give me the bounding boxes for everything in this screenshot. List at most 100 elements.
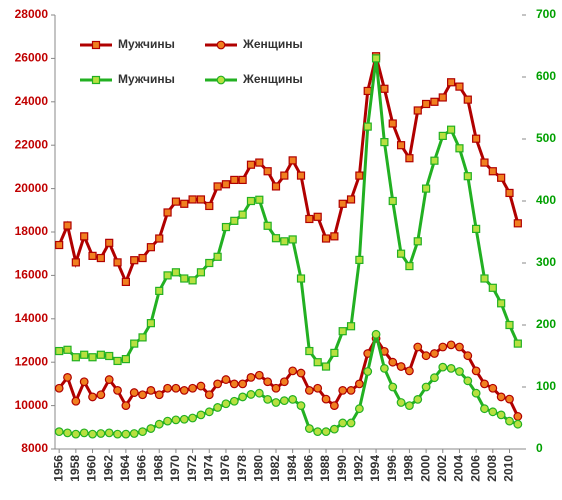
legend-marker [91, 75, 101, 85]
x-tick-label: 1988 [318, 455, 332, 482]
marker [438, 131, 447, 140]
legend-label: Мужчины [118, 72, 175, 86]
y2-tick-label: 400 [536, 193, 556, 207]
marker [321, 394, 331, 404]
marker [188, 195, 197, 204]
marker [304, 386, 314, 395]
marker [130, 256, 139, 265]
marker [105, 238, 114, 247]
marker [380, 84, 389, 93]
marker [88, 353, 97, 362]
marker [55, 346, 64, 356]
y2-tick-label: 100 [536, 379, 556, 393]
marker [155, 234, 164, 243]
marker [221, 222, 231, 232]
x-tick-label: 2002 [435, 455, 449, 482]
marker [472, 224, 481, 233]
marker [338, 386, 348, 395]
marker [321, 362, 331, 371]
marker [163, 208, 172, 217]
x-tick-label: 1994 [368, 455, 382, 482]
marker [313, 212, 322, 221]
marker [255, 158, 264, 167]
marker [238, 210, 247, 219]
marker [213, 379, 223, 389]
x-tick-label: 1980 [251, 455, 265, 482]
x-tick-label: 1968 [151, 455, 165, 482]
marker [80, 232, 89, 241]
marker [447, 78, 456, 87]
marker [313, 358, 322, 367]
marker [171, 383, 181, 393]
x-tick-label: 1966 [135, 455, 149, 482]
marker [380, 364, 389, 373]
series-line [58, 333, 519, 436]
marker [230, 175, 239, 185]
marker [255, 195, 264, 204]
marker [113, 258, 122, 267]
marker [413, 395, 423, 404]
marker [330, 348, 339, 357]
marker [513, 419, 523, 429]
x-tick-label: 1970 [168, 455, 182, 482]
marker [488, 283, 497, 292]
marker [79, 377, 89, 387]
marker [196, 268, 206, 277]
x-tick-label: 1978 [235, 455, 249, 482]
x-tick-label: 2006 [468, 455, 482, 482]
legend-marker [216, 75, 226, 85]
marker [455, 367, 464, 376]
x-tick-label: 1990 [335, 455, 349, 482]
marker [238, 379, 248, 389]
marker [180, 199, 189, 208]
marker [505, 416, 514, 426]
marker [346, 322, 356, 331]
marker [229, 379, 239, 389]
legend-label: Мужчины [118, 37, 175, 51]
marker [338, 199, 347, 208]
marker [63, 372, 72, 382]
marker [430, 373, 439, 383]
marker [405, 401, 414, 411]
marker [513, 339, 522, 348]
marker [138, 427, 147, 437]
y-tick-label: 16000 [15, 268, 49, 282]
x-tick-label: 1974 [201, 455, 215, 482]
marker [405, 366, 414, 376]
x-tick-label: 1956 [51, 455, 65, 482]
marker [413, 237, 422, 246]
marker [121, 277, 130, 287]
marker [480, 158, 489, 167]
marker [446, 340, 456, 350]
x-tick-label: 1992 [352, 455, 366, 482]
marker [96, 350, 105, 359]
x-tick-label: 1976 [218, 455, 232, 482]
marker [55, 240, 64, 250]
marker [463, 172, 472, 181]
marker [513, 412, 523, 421]
marker [480, 404, 489, 414]
marker [63, 221, 72, 230]
marker [204, 390, 214, 400]
marker [154, 390, 164, 400]
marker [405, 154, 414, 163]
marker [154, 419, 164, 429]
legend-marker [91, 40, 101, 50]
x-tick-label: 1984 [285, 455, 299, 482]
marker [496, 410, 506, 420]
x-tick-label: 1998 [402, 455, 416, 482]
marker [329, 424, 339, 434]
x-tick-label: 2004 [452, 455, 466, 482]
legend-label: Женщины [242, 72, 303, 86]
marker [138, 390, 147, 400]
y2-tick-label: 200 [536, 317, 556, 331]
marker [221, 180, 231, 189]
marker [54, 383, 64, 393]
marker [204, 407, 214, 417]
marker [71, 353, 80, 362]
y-tick-label: 18000 [15, 224, 49, 238]
marker [63, 345, 72, 354]
x-tick-label: 2010 [502, 455, 516, 482]
marker [463, 351, 473, 361]
marker [54, 427, 64, 437]
